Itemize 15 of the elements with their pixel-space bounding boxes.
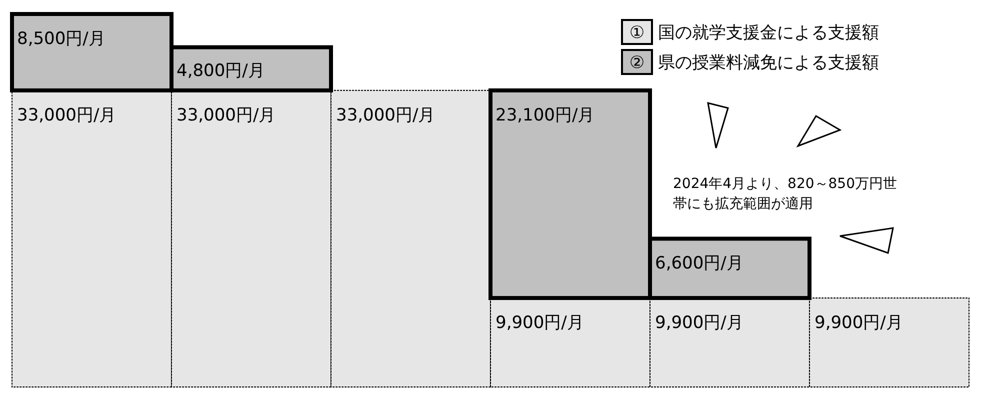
data-label: 8,500円/月 bbox=[17, 29, 106, 49]
data-label: 4,800円/月 bbox=[176, 60, 265, 81]
annotation: ① bbox=[629, 23, 645, 43]
data-label: 6,600円/月 bbox=[655, 254, 744, 274]
data-label: 9,900円/月 bbox=[496, 313, 584, 334]
data-label: 33,000円/月 bbox=[336, 105, 436, 126]
data-label: 23,100円/月 bbox=[496, 105, 595, 126]
legend-label: 県の授業料減免による支援額 bbox=[658, 53, 879, 73]
data-label: 33,000円/月 bbox=[17, 105, 116, 126]
annotation: ② bbox=[629, 53, 645, 73]
data-label: 9,900円/月 bbox=[655, 313, 744, 334]
data-label: 33,000円/月 bbox=[176, 105, 276, 126]
annotation: 2024年4月より、820～850万円世帯にも拡充範囲が適用 bbox=[673, 176, 897, 212]
data-label: 9,900円/月 bbox=[814, 313, 903, 334]
legend-label: 国の就学支援金による支援額 bbox=[658, 23, 879, 43]
